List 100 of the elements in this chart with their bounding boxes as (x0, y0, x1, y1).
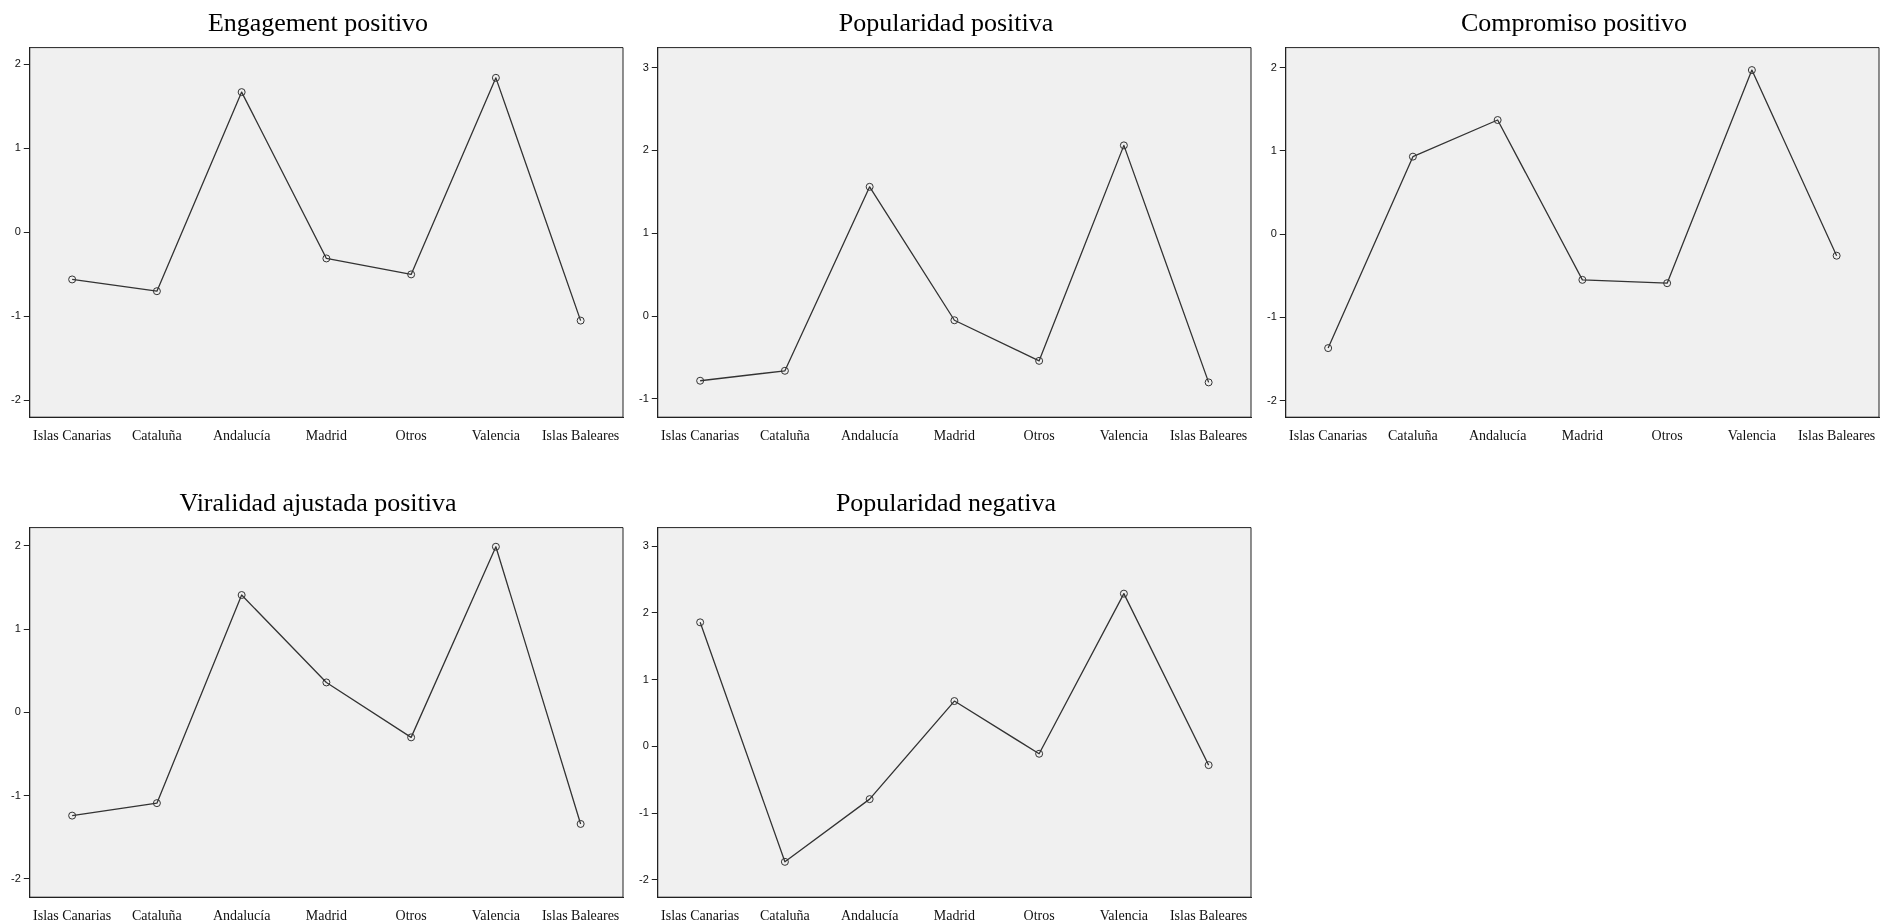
x-tick-label: Islas Baleares (1169, 428, 1248, 444)
y-tick-label: -2 (1267, 393, 1277, 406)
y-tick-label: 2 (14, 538, 21, 551)
x-tick-label: Valencia (471, 428, 521, 444)
x-tick-label: Madrid (933, 908, 975, 924)
x-tick-label: Madrid (305, 908, 347, 924)
x-tick-label: Andalucía (212, 908, 272, 924)
x-tick-label: Otros (395, 908, 427, 924)
x-tick-label: Valencia (1099, 908, 1149, 924)
y-tick-label: 1 (14, 622, 21, 635)
x-tick-label: Madrid (305, 428, 347, 444)
point (950, 697, 959, 706)
y-tick-label: -2 (639, 872, 649, 885)
y-tick-label: 1 (642, 672, 649, 685)
x-tick-label: Cataluña (132, 428, 183, 444)
x-tick-label: Madrid (933, 428, 975, 444)
y-tick-label: -2 (11, 393, 21, 406)
chart-title: Compromiso positivo (1459, 8, 1689, 38)
point (780, 366, 789, 375)
y-tick-label: 0 (14, 705, 21, 718)
point (950, 316, 959, 325)
y-tick-label: 2 (14, 57, 21, 70)
x-tick-label: Andalucía (840, 908, 900, 924)
y-tick-label: -2 (11, 871, 21, 884)
x-tick-label: Islas Baleares (1797, 428, 1876, 444)
point (491, 542, 500, 551)
point (1578, 275, 1587, 284)
point (1747, 66, 1756, 75)
point (68, 811, 77, 820)
point (1035, 749, 1044, 758)
x-tick-label: Andalucía (212, 428, 272, 444)
point (491, 73, 500, 82)
point (237, 591, 246, 600)
point (1832, 251, 1841, 260)
point (407, 270, 416, 279)
x-tick-label: Cataluña (1388, 428, 1439, 444)
point (407, 733, 416, 742)
y-tick-label: 1 (1270, 143, 1277, 156)
y-tick-label: 0 (642, 739, 649, 752)
y-tick-label: 3 (642, 60, 649, 73)
point (1035, 356, 1044, 365)
x-tick-label: Valencia (471, 908, 521, 924)
point (865, 795, 874, 804)
x-tick-label: Otros (1023, 908, 1055, 924)
x-tick-label: Otros (395, 428, 427, 444)
x-tick-label: Islas Canarias (1289, 428, 1368, 444)
y-tick-label: 0 (14, 225, 21, 238)
chart-title: Engagement positivo (206, 8, 430, 38)
x-tick-label: Otros (1023, 428, 1055, 444)
point (780, 857, 789, 866)
x-tick-label: Cataluña (132, 908, 183, 924)
point (1119, 589, 1128, 598)
point (576, 316, 585, 325)
point (865, 182, 874, 191)
point (1204, 378, 1213, 387)
point (322, 254, 331, 263)
point (1119, 141, 1128, 150)
x-tick-label: Islas Baleares (1169, 908, 1248, 924)
point (1204, 761, 1213, 770)
y-tick-label: -1 (11, 309, 21, 322)
x-tick-label: Valencia (1727, 428, 1777, 444)
x-tick-label: Madrid (1561, 428, 1603, 444)
point (1663, 279, 1672, 288)
x-tick-label: Valencia (1099, 428, 1149, 444)
y-tick-label: -1 (1267, 310, 1277, 323)
chart-title: Popularidad positiva (837, 8, 1055, 38)
chart-title: Viralidad ajustada positiva (178, 488, 458, 518)
y-tick-label: 0 (642, 309, 649, 322)
point (1408, 152, 1417, 161)
point (1493, 116, 1502, 125)
y-tick-label: 2 (642, 143, 649, 156)
x-tick-label: Andalucía (840, 428, 900, 444)
point (576, 819, 585, 828)
x-tick-label: Otros (1651, 428, 1683, 444)
point (696, 376, 705, 385)
x-tick-label: Islas Canarias (661, 428, 740, 444)
y-tick-label: -1 (639, 806, 649, 819)
y-tick-label: -1 (639, 392, 649, 404)
point (237, 88, 246, 97)
y-tick-label: 3 (642, 539, 649, 552)
x-tick-label: Islas Canarias (661, 908, 740, 924)
y-tick-label: 1 (14, 141, 21, 154)
x-tick-label: Andalucía (1468, 428, 1528, 444)
y-tick-label: -1 (11, 788, 21, 801)
x-tick-label: Cataluña (760, 908, 811, 924)
point (152, 799, 161, 808)
x-tick-label: Islas Canarias (33, 428, 112, 444)
point (696, 618, 705, 627)
point (1324, 344, 1333, 353)
y-tick-label: 0 (1270, 227, 1277, 240)
point (68, 275, 77, 284)
chart-title: Popularidad negativa (834, 488, 1058, 518)
y-tick-label: 2 (1270, 60, 1277, 73)
point (152, 287, 161, 296)
x-tick-label: Islas Canarias (33, 908, 112, 924)
x-tick-label: Cataluña (760, 428, 811, 444)
x-tick-label: Islas Baleares (541, 428, 620, 444)
y-tick-label: 1 (642, 226, 649, 239)
x-tick-label: Islas Baleares (541, 908, 620, 924)
y-tick-label: 2 (642, 606, 649, 619)
